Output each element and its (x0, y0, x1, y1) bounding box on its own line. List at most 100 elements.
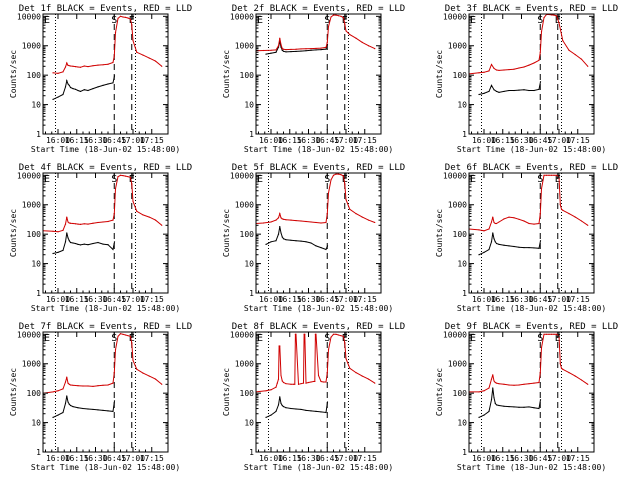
data-point-events (518, 89, 520, 91)
chart-title: Det 5f BLACK = Events, RED = LLD (232, 163, 405, 173)
data-point-lld (97, 221, 99, 224)
x-tick-label: 16:45 (528, 136, 552, 145)
data-point-lld (275, 49, 277, 51)
data-point-events (495, 90, 498, 93)
y-tick-label: 10 (31, 419, 41, 428)
data-point-events (72, 405, 74, 408)
data-point-lld (342, 17, 345, 19)
x-tick-label: 17:15 (353, 295, 377, 304)
y-tick-label: 1000 (448, 201, 467, 210)
y-tick-label: 1 (462, 130, 467, 139)
data-point-lld (66, 216, 68, 218)
data-point-lld (285, 219, 287, 221)
data-point-events (277, 233, 280, 235)
data-point-events (279, 226, 281, 228)
data-point-events (305, 241, 307, 243)
data-point-lld (66, 376, 68, 378)
plot-frame (255, 172, 382, 294)
data-point-lld (142, 54, 144, 56)
data-point-lld (490, 63, 493, 66)
data-point-lld (77, 223, 79, 225)
data-point-lld (327, 192, 330, 194)
data-point-lld (114, 31, 117, 34)
data-point-lld (568, 49, 570, 51)
data-point-events (513, 245, 515, 248)
series-line-events (52, 395, 115, 418)
data-point-events (87, 408, 89, 410)
data-point-lld (282, 218, 285, 220)
data-point-events (300, 408, 302, 411)
data-point-lld (493, 67, 495, 69)
data-point-events (79, 244, 82, 246)
data-point-events (275, 51, 277, 53)
data-point-lld (290, 383, 292, 385)
x-tick-label: 16:00 (472, 454, 496, 463)
series-line-lld (43, 333, 163, 394)
data-point-lld (127, 176, 129, 178)
data-point-lld (492, 374, 494, 376)
data-point-events (533, 407, 535, 409)
plot-frame (468, 331, 595, 453)
data-point-lld (587, 65, 589, 67)
data-point-lld (559, 363, 561, 365)
data-point-events (290, 407, 292, 410)
data-point-lld (127, 17, 129, 19)
marker-label-e: E (129, 333, 135, 344)
series-group (256, 333, 376, 419)
data-point-lld (543, 17, 545, 19)
data-point-events (67, 237, 69, 239)
data-point-lld (297, 383, 300, 385)
data-point-events (265, 416, 267, 419)
data-point-lld (310, 221, 312, 223)
data-point-lld (132, 359, 134, 361)
marker-label-s: S (324, 174, 330, 185)
data-point-lld (495, 382, 498, 384)
data-point-lld (342, 335, 345, 338)
data-point-lld (342, 175, 345, 177)
data-point-events (107, 410, 109, 412)
data-point-events (52, 98, 54, 101)
series-group (52, 15, 163, 101)
data-point-lld (117, 176, 119, 178)
data-point-lld (300, 220, 302, 222)
y-axis-label: Counts/sec (9, 368, 18, 416)
data-point-lld (107, 220, 109, 223)
data-point-lld (127, 335, 129, 337)
data-point-lld (68, 383, 70, 385)
data-point-lld (62, 229, 64, 231)
data-point-lld (107, 63, 109, 65)
data-point-events (67, 401, 69, 403)
series-group (469, 174, 589, 256)
chart-title: Det 3f BLACK = Events, RED = LLD (445, 4, 618, 14)
y-tick-label: 1 (462, 448, 467, 457)
data-point-events (270, 414, 272, 416)
x-axis-label: Start Time (18-Jun-02 15:48:00) (31, 145, 180, 154)
data-point-lld (539, 213, 541, 215)
marker-label-e: E (470, 333, 476, 344)
data-point-lld (483, 390, 485, 392)
marker-label-s: S (537, 174, 543, 185)
series-group (43, 174, 163, 255)
data-point-lld (344, 342, 346, 344)
data-point-lld (148, 216, 150, 218)
data-point-lld (131, 24, 133, 26)
data-point-lld (367, 45, 370, 47)
data-point-events (523, 246, 525, 249)
x-tick-label: 16:45 (102, 136, 126, 145)
series-line-lld (52, 15, 163, 74)
x-tick-label: 16:30 (83, 295, 107, 304)
data-point-events (68, 403, 70, 405)
data-point-lld (279, 213, 281, 215)
data-point-lld (326, 41, 328, 43)
data-point-lld (69, 222, 72, 224)
y-axis-label: Counts/sec (222, 50, 231, 98)
series-line-lld (469, 14, 589, 75)
y-tick-label: 10000 (443, 12, 467, 21)
data-point-events (77, 243, 79, 245)
data-point-lld (87, 223, 89, 225)
data-point-lld (282, 48, 285, 50)
data-point-events (538, 407, 540, 410)
x-tick-label: 16:45 (102, 295, 126, 304)
